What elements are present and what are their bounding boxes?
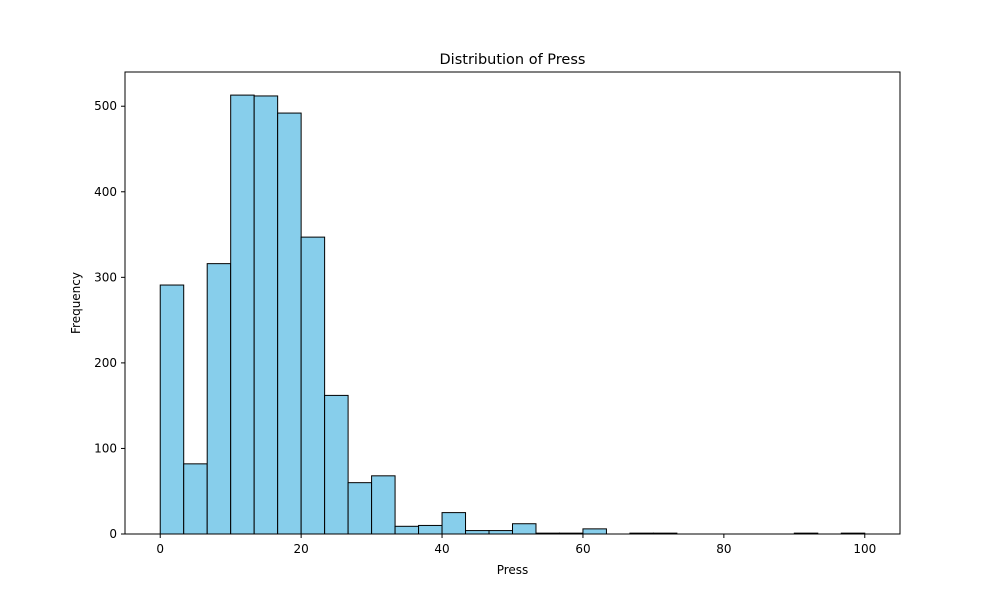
histogram-bar [465, 530, 490, 535]
x-axis-label: Press [497, 563, 529, 577]
y-axis-label: Frequency [69, 272, 83, 334]
x-tick-label: 20 [293, 542, 308, 556]
y-tick-label: 200 [94, 356, 117, 370]
histogram-bar [159, 284, 185, 535]
histogram-bar [582, 528, 607, 535]
histogram-bar [488, 530, 513, 535]
chart-title: Distribution of Press [440, 52, 586, 68]
y-tick-label: 300 [94, 270, 117, 284]
plot-frame [124, 71, 901, 535]
y-axis-ticks: 0 100 200 300 400 500 [94, 99, 125, 541]
histogram-bar [394, 525, 420, 535]
x-tick-label: 0 [156, 542, 164, 556]
x-tick-label: 60 [575, 542, 590, 556]
histogram-bar [300, 236, 326, 535]
y-tick-label: 100 [94, 441, 117, 455]
y-tick-label: 500 [94, 99, 117, 113]
y-tick-label: 400 [94, 185, 117, 199]
histogram-bar [206, 263, 232, 535]
histogram-bar [418, 524, 443, 535]
histogram-bar [371, 475, 396, 535]
histogram-bar [324, 394, 349, 535]
histogram-bar [183, 463, 208, 535]
x-tick-label: 40 [434, 542, 449, 556]
histogram-bar [277, 112, 302, 535]
histogram-bar [253, 95, 279, 535]
bars-group [159, 94, 866, 535]
histogram-bar [347, 482, 373, 535]
histogram-bar [441, 512, 467, 535]
y-tick-label: 0 [109, 527, 117, 541]
histogram-bar [511, 523, 537, 535]
histogram-bar [230, 94, 255, 535]
x-tick-label: 80 [716, 542, 731, 556]
x-tick-label: 100 [853, 542, 876, 556]
x-axis-ticks: 0 20 40 60 80 100 [156, 534, 876, 556]
